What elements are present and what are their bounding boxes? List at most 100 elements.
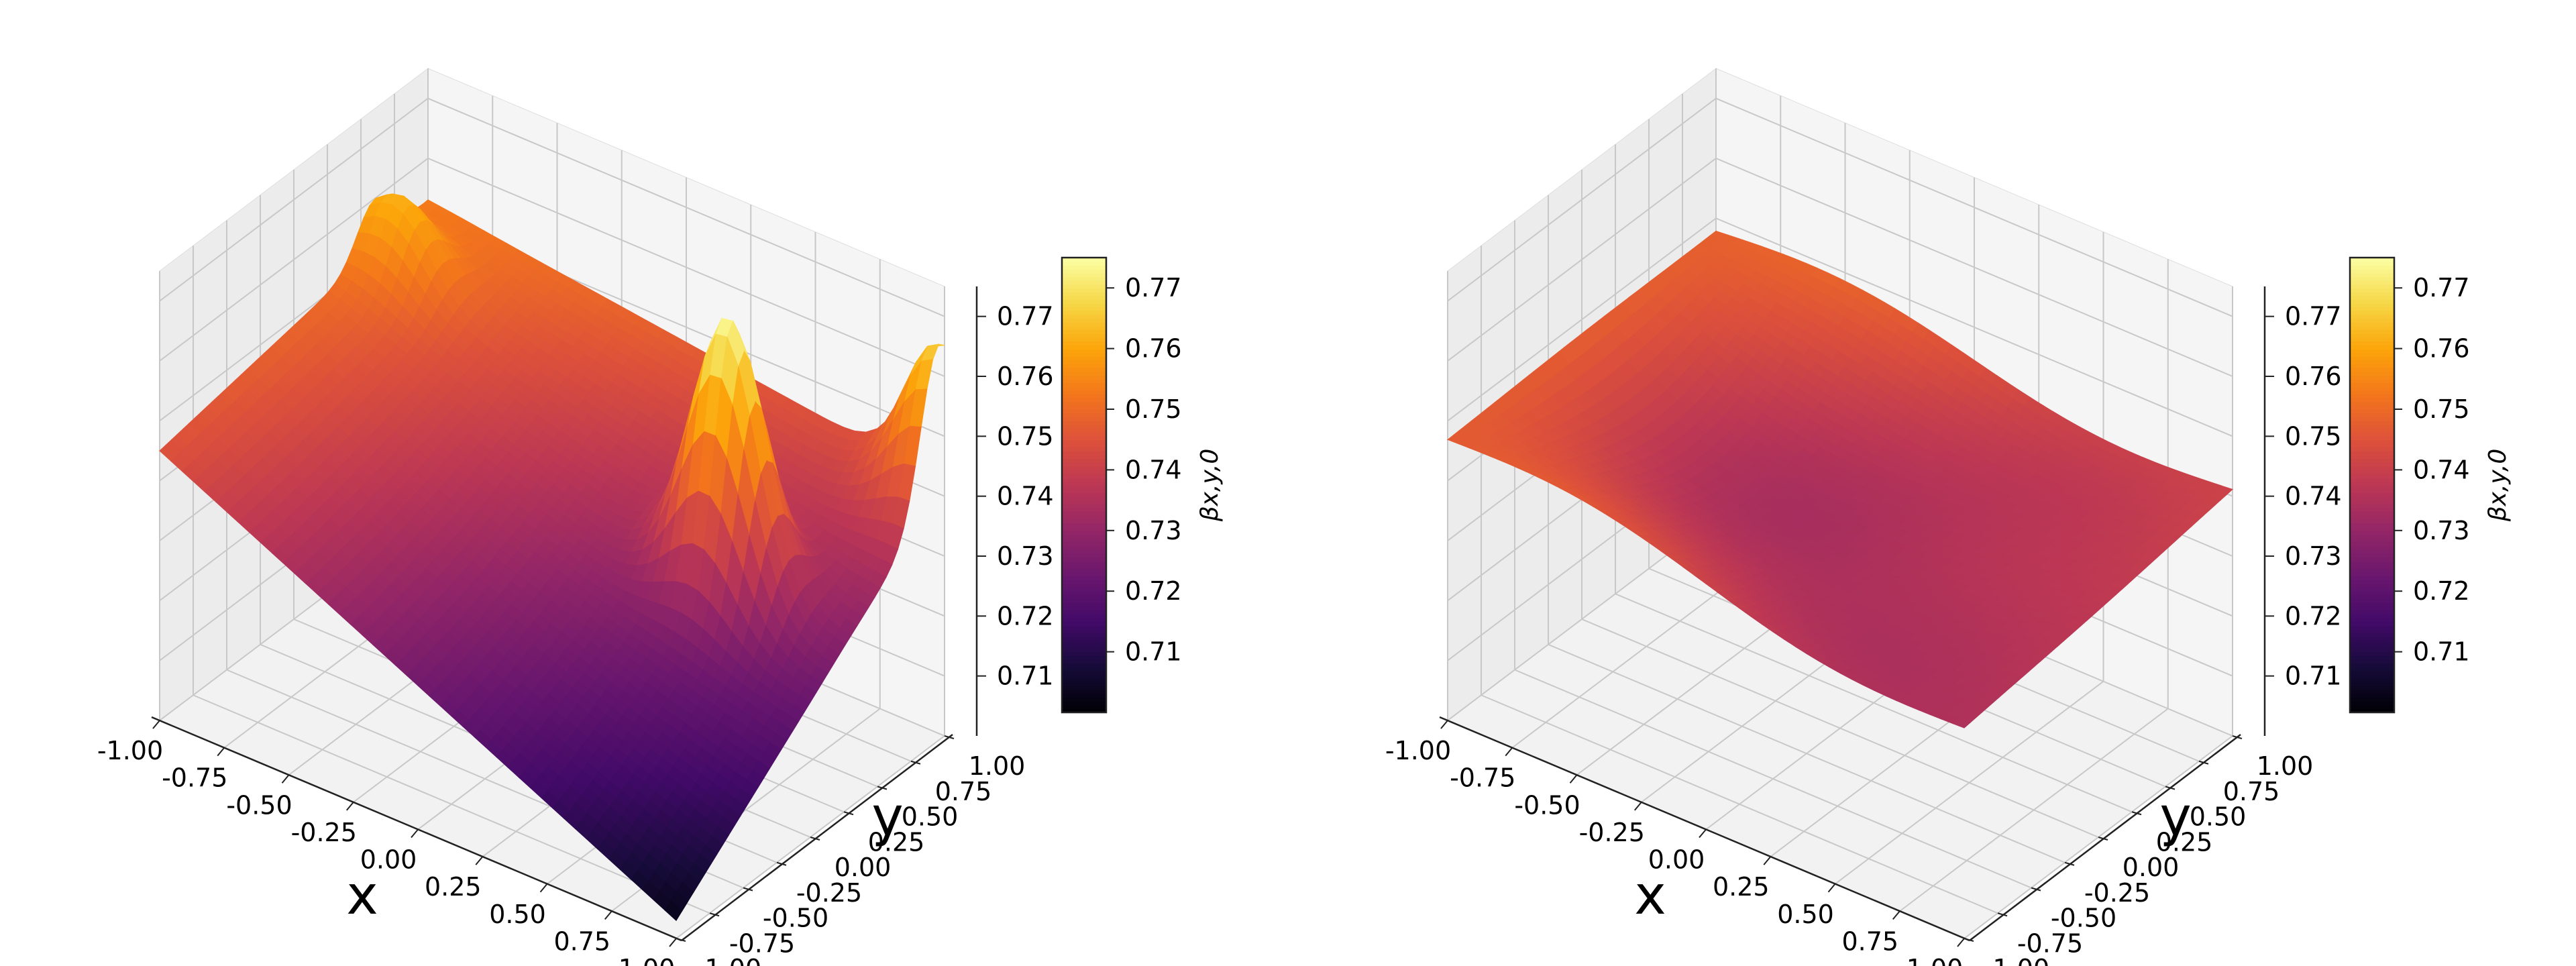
x-tick-label: -0.50 — [1514, 790, 1580, 820]
colorbar-band — [1062, 587, 1106, 592]
colorbar-tick-label: 0.73 — [2413, 516, 2470, 545]
z-tick-label: 0.76 — [2285, 362, 2342, 391]
z-tick-label: 0.74 — [997, 482, 1054, 511]
colorbar-band — [2350, 382, 2394, 387]
colorbar-band — [2350, 375, 2394, 380]
colorbar-band — [1062, 530, 1106, 535]
colorbar-band — [2350, 280, 2394, 285]
colorbar-band — [1062, 341, 1106, 345]
colorbar-band — [1062, 485, 1106, 490]
colorbar-band — [1062, 686, 1106, 690]
colorbar-band — [1062, 580, 1106, 584]
z-tick-label: 0.71 — [2285, 661, 2342, 691]
y-tick-label: -0.25 — [796, 878, 862, 908]
colorbar-band — [1062, 655, 1106, 660]
x-tick-label: 0.25 — [425, 872, 482, 902]
colorbar-band — [1062, 606, 1106, 611]
colorbar-band — [1062, 378, 1106, 384]
colorbar-band — [1062, 488, 1106, 494]
colorbar-band — [2350, 348, 2394, 354]
x-tick-label: 0.25 — [1713, 872, 1770, 902]
colorbar-band — [2350, 454, 2394, 460]
colorbar-band — [1062, 674, 1106, 679]
colorbar-band — [1062, 557, 1106, 561]
z-tick-label: 0.72 — [997, 601, 1054, 631]
colorbar-band — [2350, 272, 2394, 278]
z-tick-label: 0.75 — [997, 421, 1054, 451]
colorbar-band — [2350, 507, 2394, 513]
colorbar-band — [2350, 341, 2394, 345]
colorbar-band — [1062, 261, 1106, 266]
colorbar-band — [1062, 311, 1106, 315]
colorbar-band — [2350, 261, 2394, 266]
colorbar-band — [1062, 470, 1106, 474]
colorbar-band — [1062, 651, 1106, 657]
colorbar-band — [1062, 629, 1106, 634]
colorbar-band — [2350, 697, 2394, 702]
gridline-z — [159, 157, 945, 377]
colorbar-band — [2350, 625, 2394, 630]
colorbar-tick-label: 0.77 — [1125, 273, 1182, 303]
colorbar-band — [2350, 417, 2394, 421]
colorbar-band — [1062, 474, 1106, 478]
colorbar-band — [1062, 360, 1106, 364]
y-tick-label: 1.00 — [969, 751, 1026, 781]
colorbar-band — [1062, 288, 1106, 292]
colorbar-band — [2350, 401, 2394, 407]
colorbar-band — [2350, 545, 2394, 550]
colorbar-band — [2350, 329, 2394, 334]
colorbar-band — [1062, 594, 1106, 600]
x-tick-label: 1.00 — [619, 954, 676, 966]
colorbar-band — [2350, 307, 2394, 311]
colorbar-band — [2350, 303, 2394, 308]
colorbar-band — [1062, 477, 1106, 482]
colorbar-band — [1062, 541, 1106, 547]
colorbar-band — [1062, 375, 1106, 380]
colorbar-band — [2350, 655, 2394, 660]
colorbar-band — [1062, 439, 1106, 444]
colorbar-band — [1062, 413, 1106, 418]
colorbar-band — [1062, 682, 1106, 687]
colorbar-band — [1062, 621, 1106, 626]
colorbar-band — [2350, 591, 2394, 596]
x-tick-label: 0.50 — [489, 900, 546, 929]
colorbar-band — [2350, 549, 2394, 554]
colorbar-band — [1062, 409, 1106, 414]
colorbar-band — [2350, 299, 2394, 304]
colorbar-band — [1062, 307, 1106, 311]
y-tick-label: -0.50 — [763, 904, 828, 933]
colorbar-band — [1062, 617, 1106, 623]
colorbar-band — [2350, 488, 2394, 494]
x-axis-line — [151, 716, 682, 942]
colorbar-band — [2350, 527, 2394, 531]
y-axis-line — [681, 734, 953, 941]
colorbar-band — [1062, 598, 1106, 603]
colorbar-band — [1062, 640, 1106, 645]
colorbar-band — [2350, 693, 2394, 698]
colorbar-band — [1062, 265, 1106, 270]
colorbar-band — [1062, 458, 1106, 463]
colorbar-band — [1062, 496, 1106, 501]
colorbar-band — [2350, 686, 2394, 690]
colorbar-band — [1062, 511, 1106, 516]
colorbar-band — [1062, 678, 1106, 683]
colorbar-band — [2350, 614, 2394, 619]
colorbar-band — [2350, 314, 2394, 319]
colorbar-band — [2350, 598, 2394, 603]
colorbar-band — [2350, 492, 2394, 497]
colorbar-band — [2350, 651, 2394, 657]
colorbar-band — [1062, 299, 1106, 304]
colorbar-band — [2350, 511, 2394, 516]
colorbar-band — [2350, 288, 2394, 292]
colorbar-band — [1062, 443, 1106, 448]
colorbar-band — [1062, 428, 1106, 433]
z-tick-label: 0.72 — [2285, 601, 2342, 631]
colorbar-band — [1062, 284, 1106, 288]
colorbar-band — [2350, 670, 2394, 676]
colorbar-band — [1062, 382, 1106, 387]
z-tick-label: 0.76 — [997, 362, 1054, 391]
colorbar-band — [2350, 576, 2394, 581]
y-tick-label: -0.75 — [729, 928, 795, 958]
y-tick-label: 0.00 — [2123, 853, 2180, 882]
